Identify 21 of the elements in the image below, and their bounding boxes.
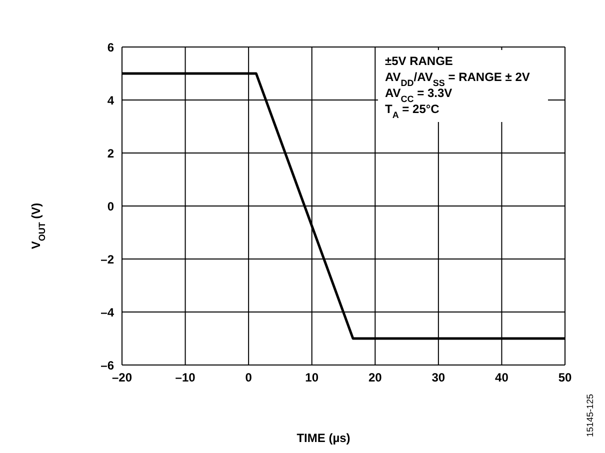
x-tick-label: –20 (112, 370, 132, 385)
x-tick-label: –10 (175, 370, 196, 385)
x-tick-label: 10 (305, 370, 319, 385)
x-tick-label: 40 (495, 370, 509, 385)
annotation: AV$_{CC}$ = 3.3V (385, 86, 452, 104)
x-tick-label: 0 (245, 370, 252, 385)
x-tick-label: 30 (432, 370, 446, 385)
y-tick-label: 4 (107, 93, 114, 108)
y-tick-label: 2 (107, 146, 114, 160)
annotation: ±5V RANGE (385, 54, 453, 68)
x-tick-label: 20 (368, 370, 382, 385)
text: 15145-125 (585, 394, 595, 437)
y-tick-label: 0 (107, 199, 114, 214)
annotation: T$_{A}$ = 25°C (385, 102, 440, 120)
y-tick-label: –6 (100, 358, 114, 372)
annotation: AV$_{DD}$/AV$_{SS}$ = RANGE ± 2V (385, 70, 530, 88)
y-tick-label: –2 (100, 252, 114, 266)
x-tick-label: 50 (558, 370, 572, 385)
y-tick-label: 6 (107, 40, 114, 54)
y-tick-label: –4 (100, 305, 114, 320)
x-axis-title: TIME (µs) (296, 431, 350, 445)
